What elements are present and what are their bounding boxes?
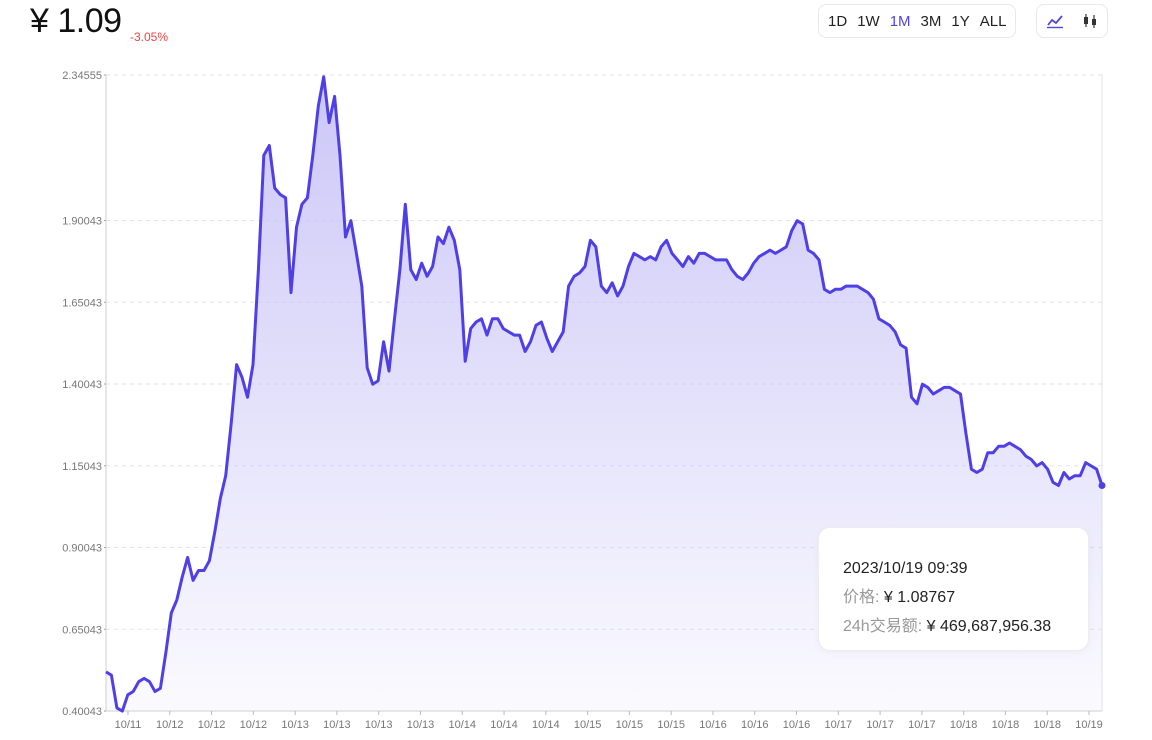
x-tick-label: 10/17 <box>908 719 936 731</box>
x-tick-label: 10/12 <box>198 719 226 731</box>
tooltip-volume-label: 24h交易额: <box>843 618 923 635</box>
tooltip-price-value: ¥ 1.08767 <box>883 589 956 606</box>
x-tick-label: 10/16 <box>741 719 769 731</box>
x-tick-label: 10/12 <box>240 719 268 731</box>
y-tick-label: 0.65043 <box>62 624 102 636</box>
range-button-1y[interactable]: 1Y <box>951 12 970 30</box>
price-tooltip: 2023/10/19 09:39 价格: ¥ 1.08767 24h交易额: ¥… <box>818 527 1089 651</box>
range-button-3m[interactable]: 3M <box>920 12 942 30</box>
y-tick-label: 1.40043 <box>62 379 102 391</box>
x-tick-label: 10/16 <box>783 719 811 731</box>
price-line <box>105 75 1104 713</box>
range-button-1m[interactable]: 1M <box>889 12 911 30</box>
x-tick-label: 10/16 <box>699 719 727 731</box>
x-tick-label: 10/17 <box>866 719 894 731</box>
current-price: ¥ 1.09 <box>30 2 122 40</box>
y-tick-label: 0.40043 <box>62 706 102 718</box>
x-tick-label: 10/18 <box>992 719 1020 731</box>
tooltip-volume-row: 24h交易额: ¥ 469,687,956.38 <box>843 612 1088 641</box>
x-tick-label: 10/14 <box>448 719 476 731</box>
x-tick-label: 10/14 <box>532 719 560 731</box>
y-tick-label: 2.34555 <box>62 70 102 82</box>
range-button-1d[interactable]: 1D <box>828 12 848 30</box>
tooltip-volume-value: ¥ 469,687,956.38 <box>926 618 1052 635</box>
price-change: -3.05% <box>130 30 169 44</box>
x-tick-label: 10/13 <box>323 719 351 731</box>
x-tick-label: 10/11 <box>115 719 142 731</box>
x-tick-label: 10/14 <box>490 719 518 731</box>
x-tick-label: 10/18 <box>950 719 978 731</box>
line-chart-icon[interactable] <box>1045 11 1065 31</box>
x-tick-label: 10/15 <box>616 719 644 731</box>
x-axis: 10/11 10/12 10/12 10/12 10/13 10/13 10/13 10/13… <box>106 710 1103 731</box>
range-button-all[interactable]: ALL <box>979 12 1007 30</box>
current-point-marker <box>1098 482 1106 490</box>
time-range-selector: 1D 1W 1M 3M 1Y ALL <box>818 4 1017 38</box>
x-tick-label: 10/18 <box>1033 719 1061 731</box>
tooltip-date: 2023/10/19 09:39 <box>843 560 968 577</box>
y-tick-label: 1.65043 <box>62 297 102 309</box>
y-tick-label: 1.90043 <box>62 216 102 228</box>
y-tick-label: 1.15043 <box>62 461 102 473</box>
tooltip-price-label: 价格: <box>843 589 880 606</box>
x-tick-label: 10/19 <box>1075 719 1103 731</box>
x-tick-label: 10/13 <box>407 719 435 731</box>
y-axis: 2.34555 1.90043 1.65043 1.40043 1.15043 0.900… <box>62 70 107 718</box>
range-button-1w[interactable]: 1W <box>857 12 880 30</box>
x-tick-label: 10/13 <box>281 719 309 731</box>
chart-type-selector <box>1036 4 1108 38</box>
x-tick-label: 10/13 <box>365 719 393 731</box>
x-tick-label: 10/17 <box>825 719 853 731</box>
x-tick-label: 10/15 <box>574 719 602 731</box>
candlestick-chart-icon[interactable] <box>1080 11 1100 31</box>
tooltip-price-row: 价格: ¥ 1.08767 <box>843 583 1088 612</box>
x-tick-label: 10/12 <box>156 719 184 731</box>
x-tick-label: 10/15 <box>657 719 685 731</box>
y-tick-label: 0.90043 <box>62 543 102 555</box>
